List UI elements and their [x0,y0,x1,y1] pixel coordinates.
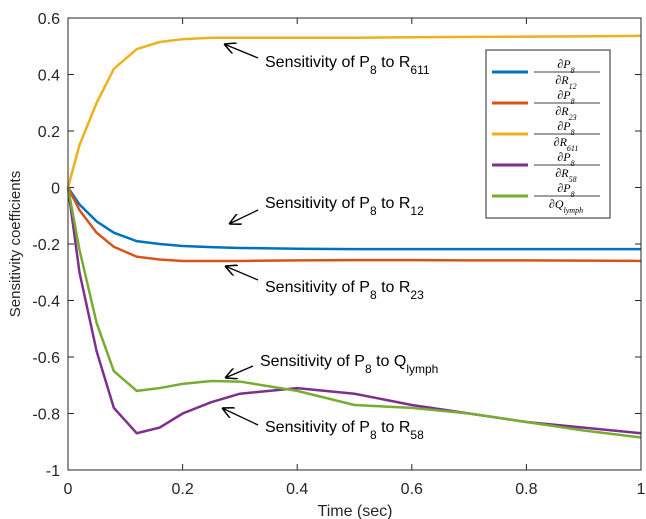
y-tick-label: 0.6 [38,11,60,28]
x-tick-label: 0.6 [401,481,423,498]
legend-numerator-part: ∂P [557,119,571,133]
legend-numerator-part: 8 [571,128,575,137]
y-tick-label: 0 [51,181,60,198]
legend-denominator-part: 58 [569,175,577,184]
legend-denominator-part: ∂R [555,104,569,118]
annotation-part: 8 [370,204,377,218]
legend-numerator: ∂P8 [557,181,574,199]
legend-denominator: ∂R23 [555,104,576,122]
legend-numerator-part: ∂P [557,88,571,102]
series-line [66,186,641,251]
annotation-part: to R [377,279,411,296]
annotation-arrow [229,209,259,224]
annotation: Sensitivity of P8 to R58 [265,419,424,442]
annotation-arrow [222,408,259,426]
legend-denominator-part: ∂R [555,166,569,180]
x-tick-label: 0 [64,481,73,498]
annotation-part: to R [377,419,411,436]
annotation-part: 12 [410,204,424,218]
annotation-part: 8 [370,428,377,442]
x-tick-label: 0.4 [286,481,308,498]
annotation-part: lymph [406,362,438,376]
legend-numerator-part: ∂P [557,57,571,71]
annotation-part: 8 [365,362,372,376]
legend-denominator-part: 23 [569,113,577,122]
annotation: Sensitivity of P8 to R611 [265,54,430,77]
annotation-part: 58 [410,428,424,442]
legend-numerator-part: ∂P [557,150,571,164]
annotation-part: 8 [370,288,377,302]
y-tick-label: -1 [46,463,60,480]
y-tick-label: -0.2 [32,237,60,254]
legend-numerator: ∂P8 [557,150,574,168]
legend-numerator: ∂P8 [557,119,574,137]
legend-denominator-part: lymph [564,206,584,215]
annotation-part: Sensitivity of P [265,279,370,296]
legend-numerator-part: 8 [571,97,575,106]
annotation: Sensitivity of P8 to Qlymph [260,353,438,376]
annotation: Sensitivity of P8 to R12 [265,195,424,218]
legend-denominator-part: ∂Q [549,197,564,211]
x-axis-label: Time (sec) [318,503,393,519]
legend-numerator-part: 8 [571,66,575,75]
annotation-arrow [225,266,259,281]
annotation-part: 611 [410,63,429,77]
legend-numerator: ∂P8 [557,88,574,106]
legend-denominator: ∂R58 [555,166,576,184]
plot-frame [67,17,642,471]
series-line [66,186,642,263]
legend-denominator: ∂R12 [555,73,576,91]
annotation-arrow [225,365,254,378]
annotation-part: to R [377,54,411,71]
annotation-part: to Q [372,353,407,370]
legend-denominator: ∂R611 [554,135,579,153]
annotation-part: to R [377,195,411,212]
legend-numerator-part: ∂P [557,181,571,195]
annotation-part: 8 [370,63,377,77]
annotation-part: Sensitivity of P [265,419,370,436]
x-tick-label: 0.8 [515,481,537,498]
legend-denominator-part: ∂R [555,73,569,87]
y-tick-label: -0.8 [32,407,60,424]
legend-denominator-part: 12 [569,82,577,91]
y-axis-label: Sensitivity coefficients [7,171,24,317]
y-tick-label: -0.4 [32,294,60,311]
series-line [66,187,642,439]
y-tick-label: 0.2 [38,124,60,141]
y-tick-label: 0.4 [38,68,60,85]
annotation-part: Sensitivity of P [265,195,370,212]
annotation: Sensitivity of P8 to R23 [265,279,424,302]
legend-denominator-part: ∂R [554,135,568,149]
annotation-part: Sensitivity of P [265,54,370,71]
series-line [66,34,642,188]
annotation-part: Sensitivity of P [260,353,365,370]
legend-denominator-part: 611 [567,144,578,153]
legend-denominator: ∂Qlymph [549,197,583,215]
annotation-part: 23 [410,288,424,302]
y-tick-label: -0.6 [32,350,60,367]
annotation-arrow [224,44,259,59]
x-tick-label: 0.2 [171,481,193,498]
legend-numerator: ∂P8 [557,57,574,75]
x-tick-label: 1 [637,481,646,498]
legend-numerator-part: 8 [571,190,575,199]
legend-numerator-part: 8 [571,159,575,168]
